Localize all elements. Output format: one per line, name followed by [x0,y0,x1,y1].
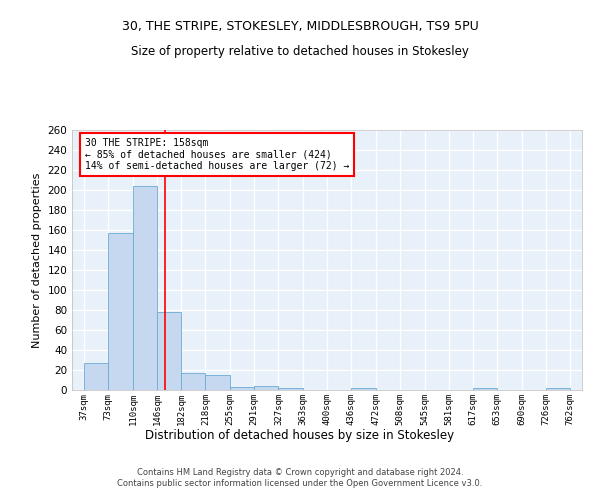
Bar [473,388,497,390]
Text: Contains HM Land Registry data © Crown copyright and database right 2024.
Contai: Contains HM Land Registry data © Crown c… [118,468,482,487]
Bar [108,233,133,390]
Bar [230,387,254,390]
Bar [84,363,108,390]
Bar [278,388,302,390]
Bar [133,186,157,390]
Bar [352,388,376,390]
Bar [546,388,570,390]
Bar [157,312,181,390]
Text: Size of property relative to detached houses in Stokesley: Size of property relative to detached ho… [131,45,469,58]
Text: Distribution of detached houses by size in Stokesley: Distribution of detached houses by size … [145,428,455,442]
Bar [181,373,205,390]
Text: 30 THE STRIPE: 158sqm
← 85% of detached houses are smaller (424)
14% of semi-det: 30 THE STRIPE: 158sqm ← 85% of detached … [85,138,349,171]
Bar [254,386,278,390]
Text: 30, THE STRIPE, STOKESLEY, MIDDLESBROUGH, TS9 5PU: 30, THE STRIPE, STOKESLEY, MIDDLESBROUGH… [122,20,478,33]
Y-axis label: Number of detached properties: Number of detached properties [32,172,42,348]
Bar [205,375,230,390]
